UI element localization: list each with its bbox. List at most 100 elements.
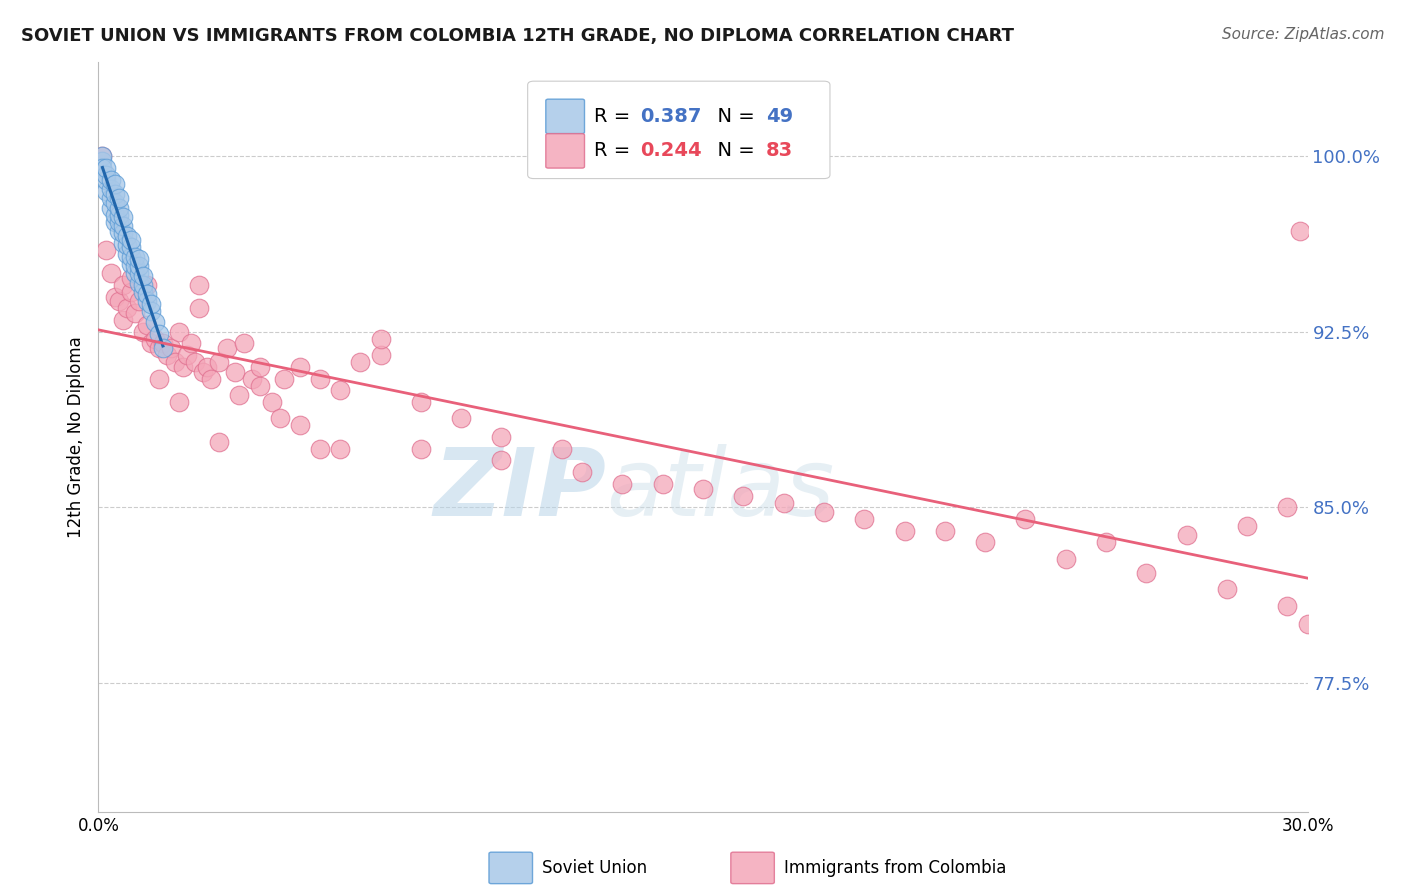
Point bbox=[813, 505, 835, 519]
Point bbox=[551, 442, 574, 456]
Point bbox=[124, 306, 146, 320]
Text: 83: 83 bbox=[766, 141, 793, 161]
Point bbox=[188, 301, 211, 316]
Point bbox=[172, 359, 194, 374]
Point bbox=[1216, 582, 1239, 597]
Point bbox=[249, 359, 271, 374]
Point bbox=[491, 453, 513, 467]
Text: Soviet Union: Soviet Union bbox=[543, 859, 647, 877]
Point bbox=[100, 172, 122, 186]
Point bbox=[120, 271, 142, 285]
Point bbox=[1288, 224, 1310, 238]
Point bbox=[120, 285, 142, 299]
Point bbox=[103, 214, 125, 228]
Point bbox=[370, 348, 392, 362]
Point bbox=[111, 227, 134, 241]
Point bbox=[974, 535, 997, 549]
Point bbox=[124, 250, 146, 264]
Point bbox=[103, 208, 125, 222]
Point bbox=[167, 325, 190, 339]
Point bbox=[96, 172, 118, 186]
Point bbox=[208, 355, 231, 369]
Point bbox=[132, 268, 155, 283]
Point bbox=[1014, 512, 1036, 526]
Point bbox=[96, 184, 118, 198]
Point bbox=[100, 266, 122, 280]
Point bbox=[288, 418, 311, 433]
Point bbox=[409, 395, 432, 409]
Point bbox=[370, 332, 392, 346]
Point bbox=[156, 348, 179, 362]
Point bbox=[103, 195, 125, 210]
Point bbox=[107, 294, 129, 309]
Point bbox=[111, 219, 134, 234]
Point bbox=[107, 224, 129, 238]
Point bbox=[132, 277, 155, 292]
Point bbox=[115, 238, 138, 252]
Point bbox=[853, 512, 876, 526]
Point bbox=[269, 411, 291, 425]
Point bbox=[772, 496, 794, 510]
Point bbox=[200, 371, 222, 385]
Point bbox=[160, 341, 183, 355]
Text: Source: ZipAtlas.com: Source: ZipAtlas.com bbox=[1222, 27, 1385, 42]
Point bbox=[120, 240, 142, 254]
FancyBboxPatch shape bbox=[527, 81, 830, 178]
Point bbox=[249, 378, 271, 392]
Point bbox=[240, 371, 263, 385]
Point bbox=[651, 476, 673, 491]
Point bbox=[96, 161, 118, 175]
Point bbox=[107, 191, 129, 205]
Point bbox=[309, 442, 332, 456]
Point bbox=[107, 201, 129, 215]
Point bbox=[115, 228, 138, 243]
Point bbox=[1175, 528, 1198, 542]
Point bbox=[124, 259, 146, 273]
FancyBboxPatch shape bbox=[546, 99, 585, 134]
Point bbox=[139, 336, 162, 351]
Point bbox=[115, 301, 138, 316]
Point bbox=[208, 434, 231, 449]
Point bbox=[135, 287, 157, 301]
Point bbox=[260, 395, 283, 409]
Point bbox=[232, 336, 254, 351]
Point bbox=[135, 318, 157, 332]
Point bbox=[184, 355, 207, 369]
Point bbox=[91, 153, 114, 168]
Point bbox=[409, 442, 432, 456]
Point bbox=[188, 277, 211, 292]
Point bbox=[273, 371, 295, 385]
Point bbox=[96, 243, 118, 257]
Text: N =: N = bbox=[706, 141, 762, 161]
Point bbox=[692, 482, 714, 496]
Point bbox=[148, 341, 170, 355]
Point bbox=[132, 285, 155, 299]
Point bbox=[124, 266, 146, 280]
Point bbox=[152, 336, 174, 351]
Point bbox=[100, 201, 122, 215]
Point bbox=[1236, 519, 1258, 533]
Text: 0.244: 0.244 bbox=[640, 141, 702, 161]
Text: 0.387: 0.387 bbox=[640, 107, 702, 126]
Point bbox=[103, 186, 125, 201]
Point bbox=[128, 252, 150, 267]
Point bbox=[1277, 599, 1299, 613]
Point bbox=[100, 191, 122, 205]
Point bbox=[612, 476, 634, 491]
FancyBboxPatch shape bbox=[546, 134, 585, 168]
Point bbox=[103, 177, 125, 191]
Point bbox=[733, 489, 755, 503]
Point bbox=[1135, 566, 1157, 580]
Point bbox=[1296, 617, 1319, 632]
Point bbox=[120, 257, 142, 271]
Point bbox=[128, 259, 150, 273]
Point bbox=[217, 341, 239, 355]
Point bbox=[934, 524, 956, 538]
Point bbox=[148, 326, 170, 341]
Text: Immigrants from Colombia: Immigrants from Colombia bbox=[785, 859, 1007, 877]
Point bbox=[195, 359, 218, 374]
Text: N =: N = bbox=[706, 107, 762, 126]
Point bbox=[1095, 535, 1118, 549]
Point bbox=[349, 355, 371, 369]
Point bbox=[111, 313, 134, 327]
